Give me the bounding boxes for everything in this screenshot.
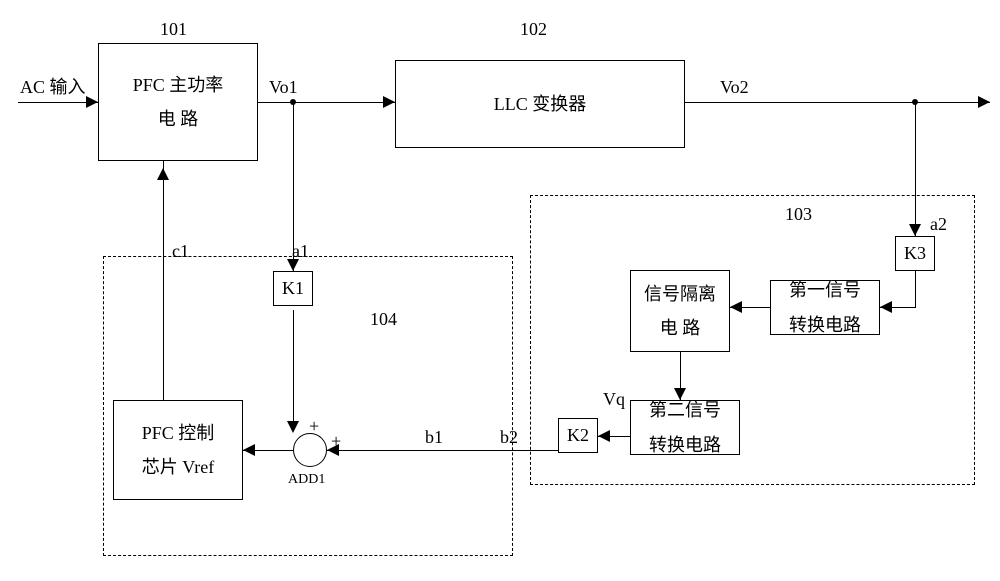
- kblock-K3: K3: [895, 236, 935, 271]
- label-a1: a1: [292, 242, 309, 260]
- wire-5: [163, 168, 164, 400]
- label-b1: b1: [425, 428, 443, 446]
- block-pfc_main-line1: 电 路: [158, 102, 199, 136]
- adder-label: ADD1: [288, 473, 325, 487]
- kblock-K2: K2: [558, 418, 598, 453]
- wire-13: [915, 102, 916, 236]
- wire-4: [293, 310, 294, 429]
- block-llc-line0: LLC 变换器: [494, 87, 587, 121]
- label-b2: b2: [500, 428, 518, 446]
- block-conv1: 第一信号转换电路: [770, 280, 880, 335]
- label-c1: c1: [172, 242, 189, 260]
- wire-2: [685, 102, 990, 103]
- box-label-feedback_103: 103: [785, 205, 812, 223]
- block-llc: LLC 变换器: [395, 60, 685, 148]
- label-ac_in: AC 输入: [20, 78, 86, 96]
- block-num-llc: 102: [520, 20, 547, 38]
- block-conv1-line1: 转换电路: [789, 308, 861, 342]
- wire-1: [258, 102, 395, 103]
- label-Vo1: Vo1: [269, 78, 298, 96]
- block-pfc_ctrl: PFC 控制芯片 Vref: [113, 400, 243, 500]
- wire-12: [915, 271, 916, 308]
- label-Vq: Vq: [603, 390, 625, 408]
- block-pfc_ctrl-line0: PFC 控制: [142, 416, 215, 450]
- adder-ADD1: [293, 433, 327, 467]
- block-sig_iso: 信号隔离电 路: [630, 270, 730, 352]
- block-pfc_ctrl-line1: 芯片 Vref: [142, 450, 214, 484]
- adder-plus-top: +: [309, 417, 319, 435]
- block-conv1-line0: 第一信号: [789, 273, 861, 307]
- block-pfc_main: PFC 主功率电 路: [98, 43, 258, 161]
- block-conv2-line1: 转换电路: [649, 428, 721, 462]
- kblock-K1: K1: [273, 271, 313, 306]
- block-pfc_main-line0: PFC 主功率: [133, 68, 224, 102]
- block-sig_iso-line0: 信号隔离: [644, 277, 716, 311]
- box-label-feedback_104: 104: [370, 310, 397, 328]
- label-a2: a2: [930, 215, 947, 233]
- block-sig_iso-line1: 电 路: [660, 311, 701, 345]
- wire-3: [293, 102, 294, 271]
- block-conv2: 第二信号转换电路: [630, 400, 740, 455]
- block-num-pfc_main: 101: [160, 20, 187, 38]
- label-Vo2: Vo2: [720, 78, 749, 96]
